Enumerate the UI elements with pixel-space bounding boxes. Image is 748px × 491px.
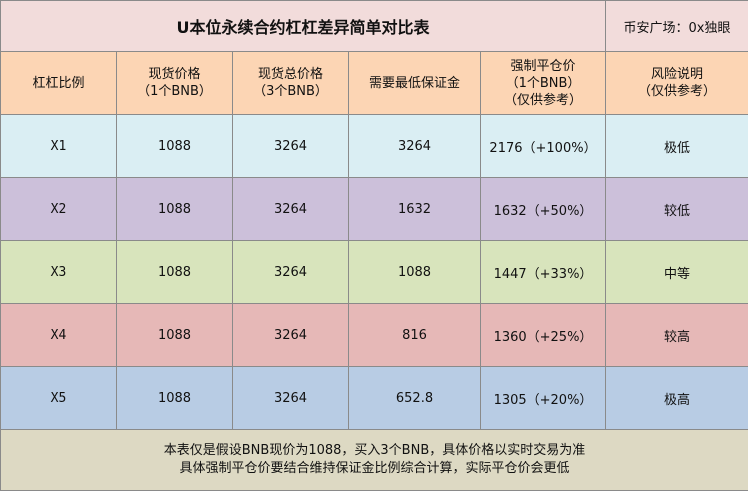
cell-spot-price: 1088 bbox=[116, 114, 233, 178]
cell-liquidation-price: 1447（+33%） bbox=[479, 240, 607, 304]
cell-spot-total: 3264 bbox=[232, 240, 349, 304]
cell-leverage: X3 bbox=[0, 240, 117, 304]
cell-leverage: X5 bbox=[0, 366, 117, 430]
header-liquidation-label: 强制平仓价 bbox=[510, 58, 576, 74]
cell-min-margin: 1632 bbox=[348, 177, 481, 241]
title-row: U本位永续合约杠杠差异简单对比表 币安广场：0x独眼 bbox=[0, 0, 748, 52]
header-row: 杠杠比例 现货价格 （1个BNB） 现货总价格 （3个BNB） 需要最低保证金 … bbox=[0, 51, 748, 115]
header-spot-price: 现货价格 （1个BNB） bbox=[116, 51, 233, 115]
header-leverage-label: 杠杠比例 bbox=[32, 75, 85, 91]
cell-min-margin: 816 bbox=[348, 303, 481, 367]
source-tag: 币安广场：0x独眼 bbox=[605, 0, 748, 52]
footer-note-line1: 本表仅是假设BNB现价为1088，买入3个BNB，具体价格以实时交易为准 bbox=[163, 443, 586, 458]
table-title: U本位永续合约杠杠差异简单对比表 bbox=[0, 0, 607, 52]
header-spot-price-unit: （1个BNB） bbox=[137, 84, 212, 99]
footer-row: 本表仅是假设BNB现价为1088，买入3个BNB，具体价格以实时交易为准 具体强… bbox=[0, 429, 748, 491]
source-tag-text: 币安广场：0x独眼 bbox=[623, 20, 731, 36]
table-row: X2 1088 3264 1632 1632（+50%） 较低 bbox=[0, 177, 748, 241]
cell-leverage: X1 bbox=[0, 114, 117, 178]
cell-liquidation-price: 2176（+100%） bbox=[479, 114, 607, 178]
table-row: X3 1088 3264 1088 1447（+33%） 中等 bbox=[0, 240, 748, 304]
header-liquidation-price: 强制平仓价 （1个BNB） （仅供参考） bbox=[479, 51, 607, 115]
cell-liquidation-price: 1360（+25%） bbox=[479, 303, 607, 367]
cell-liquidation-price: 1632（+50%） bbox=[479, 177, 607, 241]
cell-leverage: X2 bbox=[0, 177, 117, 241]
header-spot-total: 现货总价格 （3个BNB） bbox=[232, 51, 349, 115]
cell-leverage: X4 bbox=[0, 303, 117, 367]
table-row: X5 1088 3264 652.8 1305（+20%） 极高 bbox=[0, 366, 748, 430]
header-spot-total-label: 现货总价格 bbox=[257, 67, 323, 82]
table-row: X4 1088 3264 816 1360（+25%） 较高 bbox=[0, 303, 748, 367]
header-risk-label: 风险说明 bbox=[651, 67, 704, 82]
cell-spot-price: 1088 bbox=[116, 177, 233, 241]
header-risk-note: （仅供参考） bbox=[638, 84, 717, 99]
footer-note: 本表仅是假设BNB现价为1088，买入3个BNB，具体价格以实时交易为准 具体强… bbox=[0, 429, 748, 491]
cell-risk: 中等 bbox=[605, 240, 748, 304]
cell-risk: 极低 bbox=[605, 114, 748, 178]
table-title-text: U本位永续合约杠杠差异简单对比表 bbox=[176, 18, 430, 37]
cell-spot-price: 1088 bbox=[116, 303, 233, 367]
cell-spot-price: 1088 bbox=[116, 366, 233, 430]
cell-risk: 较低 bbox=[605, 177, 748, 241]
cell-spot-total: 3264 bbox=[232, 114, 349, 178]
footer-note-line2: 具体强制平仓价要结合维持保证金比例综合计算，实际平仓价会更低 bbox=[179, 461, 570, 476]
cell-min-margin: 3264 bbox=[348, 114, 481, 178]
cell-min-margin: 1088 bbox=[348, 240, 481, 304]
header-spot-total-unit: （3个BNB） bbox=[253, 84, 328, 99]
cell-spot-total: 3264 bbox=[232, 303, 349, 367]
header-liquidation-note: （仅供参考） bbox=[504, 92, 583, 108]
cell-spot-price: 1088 bbox=[116, 240, 233, 304]
header-leverage: 杠杠比例 bbox=[0, 51, 117, 115]
header-liquidation-unit: （1个BNB） bbox=[505, 75, 581, 91]
header-spot-price-label: 现货价格 bbox=[148, 67, 201, 82]
header-risk: 风险说明 （仅供参考） bbox=[605, 51, 748, 115]
cell-risk: 较高 bbox=[605, 303, 748, 367]
header-min-margin: 需要最低保证金 bbox=[348, 51, 481, 115]
table-row: X1 1088 3264 3264 2176（+100%） 极低 bbox=[0, 114, 748, 178]
cell-liquidation-price: 1305（+20%） bbox=[479, 366, 607, 430]
cell-min-margin: 652.8 bbox=[348, 366, 481, 430]
cell-spot-total: 3264 bbox=[232, 366, 349, 430]
cell-risk: 极高 bbox=[605, 366, 748, 430]
cell-spot-total: 3264 bbox=[232, 177, 349, 241]
header-min-margin-label: 需要最低保证金 bbox=[368, 75, 460, 91]
